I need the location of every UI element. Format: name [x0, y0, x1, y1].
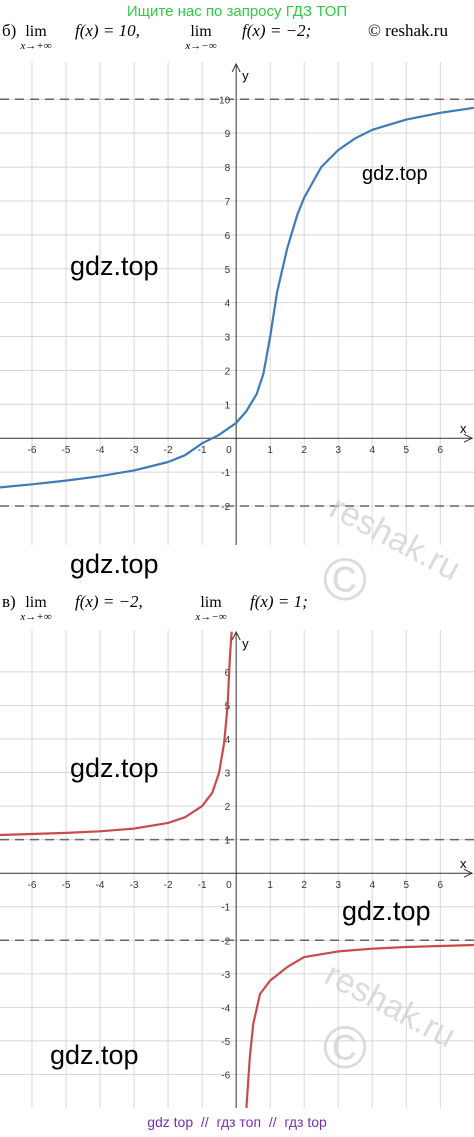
x-tick-label: -1 — [198, 880, 207, 891]
lim-expr: f(x) = −2; — [242, 21, 311, 40]
stamp-mark: © — [323, 1014, 367, 1081]
y-tick-label: -5 — [221, 1037, 230, 1048]
y-arrow — [231, 62, 241, 73]
lim-expr: f(x) = −2, — [75, 592, 143, 611]
x-tick-label: 5 — [404, 445, 410, 456]
x-tick-label: -3 — [130, 880, 139, 891]
footer: gdz top // гдз топ // гдз top — [147, 1114, 327, 1130]
y-tick-label: -1 — [221, 468, 230, 479]
y-axis-label: y — [242, 636, 249, 651]
x-tick-label: 3 — [335, 880, 341, 891]
y-tick-label: -2 — [221, 502, 230, 513]
y-tick-label: 8 — [225, 163, 231, 174]
y-tick-label: 2 — [225, 366, 231, 377]
y-tick-label: 1 — [225, 836, 231, 847]
y-tick-label: -6 — [221, 1070, 230, 1081]
x-tick-label: -4 — [96, 445, 105, 456]
lim: lim — [190, 23, 212, 40]
header: Ищите нас по запросу ГДЗ ТОП — [127, 3, 347, 20]
watermark: gdz.top — [362, 163, 428, 185]
lim: lim — [200, 594, 222, 611]
watermark: gdz.top — [342, 896, 431, 926]
copyright: © reshak.ru — [368, 21, 448, 40]
y-tick-label: 9 — [225, 129, 231, 140]
lim-sub: x→−∞ — [184, 40, 216, 52]
lim: lim — [25, 594, 47, 611]
x-tick-label: 6 — [438, 880, 444, 891]
x-tick-label: -2 — [164, 880, 173, 891]
x-tick-label: -6 — [28, 445, 37, 456]
origin-label: 0 — [226, 445, 232, 456]
y-tick-label: 6 — [225, 668, 231, 679]
lim-expr: f(x) = 10, — [75, 21, 140, 40]
y-tick-label: 6 — [225, 231, 231, 242]
x-tick-label: 6 — [438, 445, 444, 456]
x-axis-label: x — [460, 856, 467, 871]
x-tick-label: -2 — [164, 445, 173, 456]
lim-sub: x→+∞ — [19, 611, 51, 623]
x-tick-label: -4 — [96, 880, 105, 891]
y-tick-label: 4 — [225, 299, 231, 310]
y-arrow — [231, 630, 241, 641]
y-tick-label: 4 — [225, 735, 231, 746]
lim-expr: f(x) = 1; — [250, 592, 308, 611]
x-axis-label: x — [460, 421, 467, 436]
x-arrow — [463, 433, 474, 443]
y-tick-label: 10 — [219, 95, 231, 106]
lim-sub: x→+∞ — [19, 40, 51, 52]
x-tick-label: -1 — [198, 445, 207, 456]
y-tick-label: -1 — [221, 903, 230, 914]
y-axis-label: y — [242, 68, 249, 83]
x-tick-label: 5 — [404, 880, 410, 891]
x-tick-label: 1 — [267, 880, 273, 891]
y-tick-label: 1 — [225, 400, 231, 411]
x-tick-label: 2 — [301, 880, 307, 891]
watermark: gdz.top — [50, 1040, 139, 1070]
x-tick-label: -5 — [62, 445, 71, 456]
part-label: в) — [2, 592, 16, 611]
y-tick-label: -2 — [221, 936, 230, 947]
lim-sub: x→−∞ — [194, 611, 226, 623]
x-tick-label: -6 — [28, 880, 37, 891]
x-tick-label: 1 — [267, 445, 273, 456]
watermark: gdz.top — [70, 251, 159, 281]
y-tick-label: -4 — [221, 1003, 230, 1014]
y-tick-label: 3 — [225, 769, 231, 780]
x-tick-label: 4 — [369, 445, 375, 456]
graph: x y 0 -6 -5 -4 -3 -2 -1 1 2 3 4 5 6 -2 -1 1 2 3 4 5 6 7 8 9 10 — [0, 62, 474, 545]
x-tick-label: -5 — [62, 880, 71, 891]
x-tick-label: -3 — [130, 445, 139, 456]
curve — [0, 631, 474, 1109]
curve — [0, 106, 474, 489]
origin-label: 0 — [226, 880, 232, 891]
watermark: gdz.top — [70, 549, 159, 579]
stamp-mark: © — [323, 546, 367, 613]
y-tick-label: 5 — [225, 265, 231, 276]
y-tick-label: 7 — [225, 197, 231, 208]
watermark: gdz.top — [70, 753, 159, 783]
x-tick-label: 4 — [369, 880, 375, 891]
y-tick-label: 3 — [225, 333, 231, 344]
x-tick-label: 2 — [301, 445, 307, 456]
x-tick-label: 3 — [335, 445, 341, 456]
lim: lim — [25, 23, 47, 40]
y-tick-label: -3 — [221, 970, 230, 981]
y-tick-label: 2 — [225, 802, 231, 813]
part-label: б) — [2, 21, 16, 40]
x-arrow — [463, 868, 474, 878]
